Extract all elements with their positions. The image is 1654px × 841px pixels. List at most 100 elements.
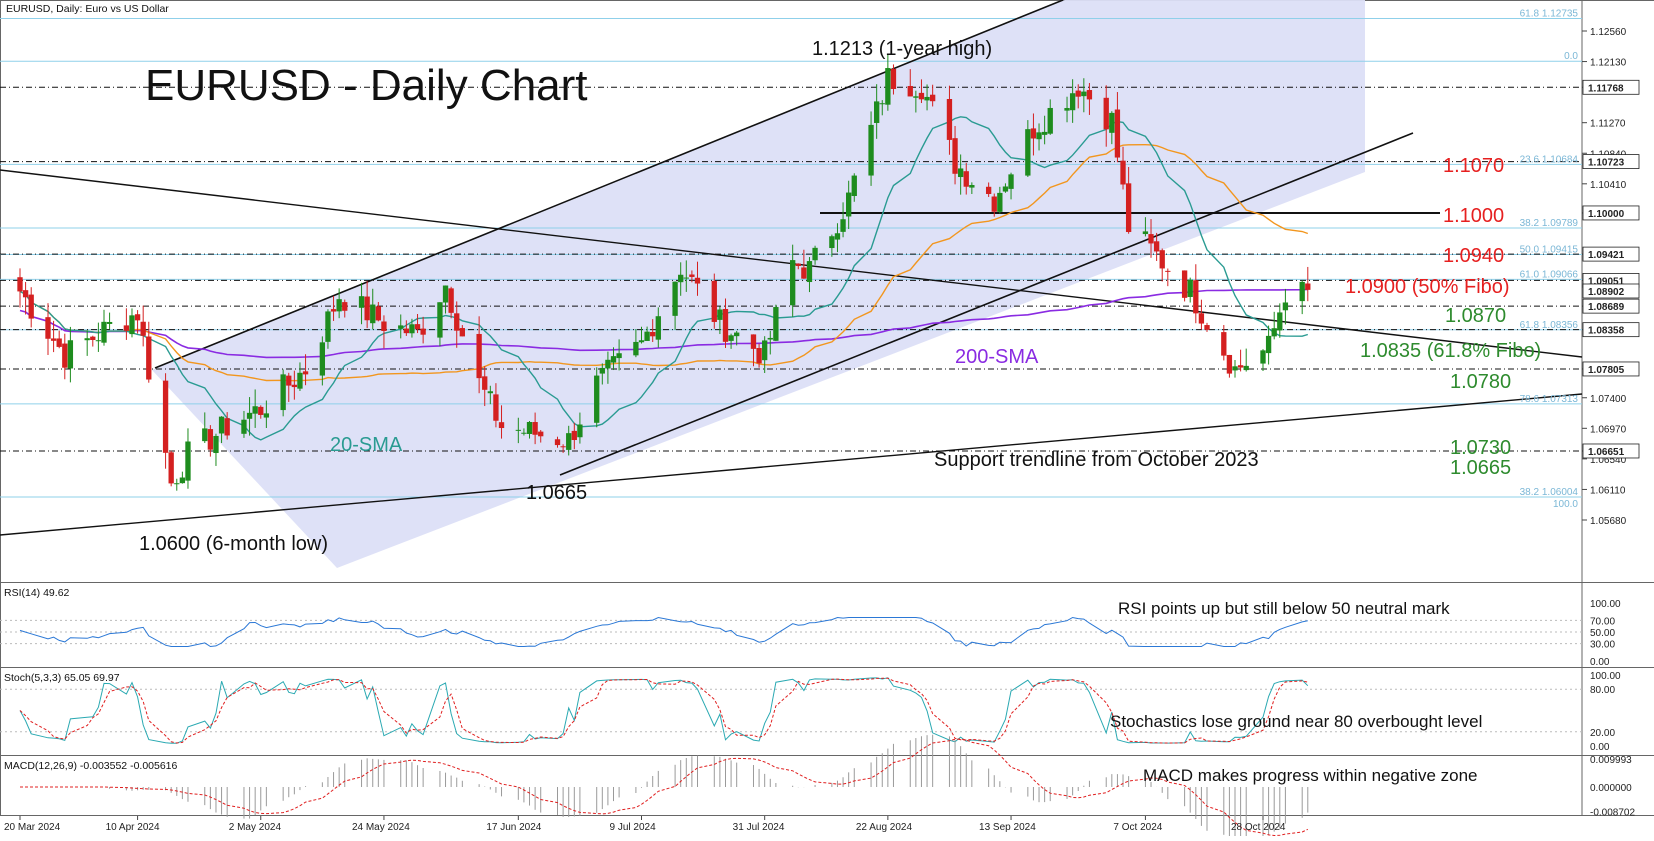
candle-body: [1003, 186, 1008, 191]
candle-body: [264, 413, 269, 417]
stoch-main-line: [20, 678, 1308, 743]
candle-body: [723, 309, 728, 342]
x-tick-label: 28 Oct 2024: [1231, 822, 1286, 833]
rsi-tick-label: 0.00: [1590, 657, 1610, 668]
candle-body: [1036, 132, 1041, 139]
candle-body: [68, 340, 73, 368]
candle-body: [1109, 113, 1114, 133]
candle-body: [185, 442, 190, 481]
stoch-note: Stochastics lose ground near 80 overboug…: [1110, 712, 1482, 731]
price-tick-label: 1.06970: [1590, 424, 1627, 435]
candle-body: [577, 425, 582, 438]
candle-body: [1115, 110, 1120, 158]
candle-body: [448, 288, 453, 312]
candle-body: [633, 342, 638, 355]
symbol-label: EURUSD, Daily: Euro vs US Dollar: [6, 3, 169, 15]
candle-body: [566, 433, 571, 450]
fibo-label: 0.0: [1564, 51, 1578, 62]
candle-body: [1076, 91, 1081, 97]
macd-histogram: [20, 735, 1308, 836]
candle-body: [202, 428, 207, 441]
candle-body: [712, 281, 717, 322]
candle-body: [616, 353, 621, 358]
candle-body: [1081, 92, 1086, 97]
candle-body: [85, 338, 90, 340]
price-tick-label: 1.12560: [1590, 27, 1627, 38]
candle-body: [163, 381, 168, 453]
candle-body: [325, 311, 330, 341]
price-tick-label: 1.10410: [1590, 180, 1627, 191]
candle-body: [1008, 174, 1013, 189]
candle-body: [852, 176, 857, 196]
fibo-label: 61.8 1.08356: [1520, 320, 1579, 331]
candle-body: [986, 187, 991, 194]
candle-body: [124, 325, 129, 330]
rsi-pane-frame: [1, 583, 1654, 668]
candle-body: [521, 433, 526, 434]
candle-body: [174, 483, 179, 484]
x-tick-label: 20 Mar 2024: [4, 822, 61, 833]
price-tag-label: 1.08358: [1588, 326, 1625, 337]
candle-body: [947, 99, 952, 140]
candle-body: [650, 332, 655, 336]
candle-body: [1272, 328, 1277, 336]
candle-body: [51, 338, 56, 340]
candle-body: [964, 171, 969, 187]
candle-body: [129, 315, 134, 334]
candle-body: [762, 340, 767, 360]
candle-body: [280, 374, 285, 410]
candle-body: [208, 429, 213, 450]
candle-body: [880, 103, 885, 104]
candle-body: [924, 97, 929, 100]
candle-body: [141, 322, 146, 336]
candle-body: [773, 307, 778, 341]
candle-body: [364, 297, 369, 321]
x-tick-label: 17 Jun 2024: [486, 822, 541, 833]
candle-body: [1104, 98, 1109, 129]
candle-body: [919, 93, 924, 99]
candle-body: [499, 422, 504, 428]
candle-body: [812, 248, 817, 260]
candle-body: [600, 368, 605, 374]
rsi-note: RSI points up but still below 50 neutral…: [1118, 599, 1450, 618]
candle-body: [1087, 90, 1092, 99]
candle-body: [1042, 132, 1047, 135]
candle-body: [437, 302, 442, 337]
candle-body: [241, 420, 246, 434]
candle-body: [1064, 108, 1069, 111]
candle-body: [17, 277, 22, 291]
candle-body: [1244, 366, 1249, 370]
candle-body: [476, 334, 481, 378]
candle-body: [684, 278, 689, 279]
candle-body: [359, 296, 364, 308]
candle-body: [952, 138, 957, 174]
stoch-tick-label: 80.00: [1590, 685, 1615, 696]
fibo-label: 38.2 1.09789: [1520, 218, 1579, 229]
rsi-title: RSI(14) 49.62: [4, 587, 70, 599]
price-tag-label: 1.09421: [1588, 250, 1625, 261]
candle-body: [605, 360, 610, 369]
candle-body: [656, 316, 661, 339]
x-tick-label: 7 Oct 2024: [1113, 822, 1162, 833]
candle-body: [1204, 325, 1209, 330]
candle-body: [997, 193, 1002, 212]
candle-body: [225, 418, 230, 435]
candle-body: [493, 394, 498, 420]
candle-body: [303, 371, 308, 374]
candle-body: [801, 267, 806, 278]
candle-body: [1238, 365, 1243, 367]
candle-body: [689, 275, 694, 277]
candle-body: [695, 278, 700, 284]
candle-body: [1154, 241, 1159, 251]
macd-note: MACD makes progress within negative zone: [1143, 766, 1477, 785]
stoch-tick-label: 20.00: [1590, 728, 1615, 739]
candle-body: [1283, 302, 1288, 310]
candle-body: [639, 340, 644, 342]
stoch-tick-label: 0.00: [1590, 742, 1610, 753]
rsi-tick-label: 30.00: [1590, 640, 1615, 651]
candle-body: [420, 329, 425, 335]
x-tick-label: 2 May 2024: [229, 822, 282, 833]
